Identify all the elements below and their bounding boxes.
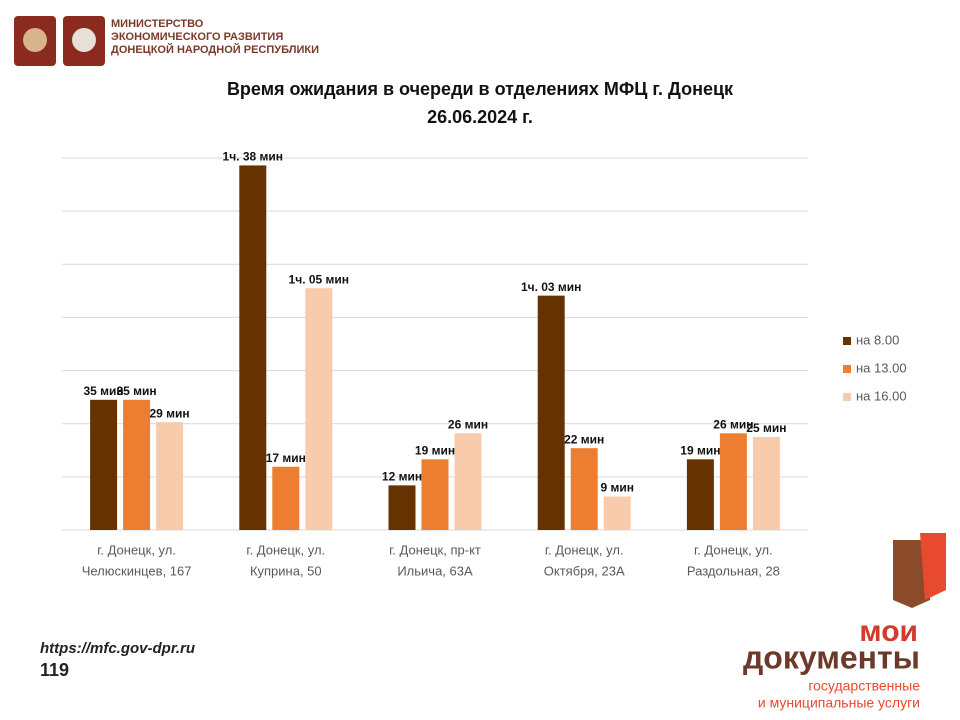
bar	[570, 448, 598, 530]
bar	[388, 485, 416, 530]
x-tick-label: Октября, 23А	[544, 563, 625, 578]
brand: мои	[859, 615, 918, 648]
emblem-detail	[72, 28, 96, 52]
bar	[421, 459, 449, 530]
bar	[156, 422, 184, 530]
value-label: 35 мин	[117, 384, 157, 398]
ministry: ДОНЕЦКОЙ НАРОДНОЙ РЕСПУБЛИКИ	[111, 43, 319, 56]
emblem-detail	[23, 28, 47, 52]
x-tick-label: Куприна, 50	[250, 563, 322, 578]
value-label: 19 мин	[680, 443, 720, 457]
bar	[90, 399, 118, 530]
x-tick-label: г. Донецк, ул.	[246, 542, 325, 557]
bar	[686, 459, 714, 530]
logo-icon	[893, 540, 930, 608]
value-label: 17 мин	[266, 451, 306, 465]
legend-swatch	[843, 365, 851, 373]
x-tick-label: г. Донецк, ул.	[694, 542, 773, 557]
legend-swatch	[843, 393, 851, 401]
bar	[537, 295, 565, 530]
bar	[752, 437, 780, 530]
x-tick-label: Раздольная, 28	[687, 563, 780, 578]
legend-swatch	[843, 337, 851, 345]
bar	[719, 433, 747, 530]
value-label: 26 мин	[713, 417, 753, 431]
bar	[123, 399, 151, 530]
value-label: 35 мин	[84, 384, 124, 398]
value-label: 25 мин	[746, 421, 786, 435]
ministry: МИНИСТЕРСТВО	[111, 18, 204, 30]
bar	[603, 496, 631, 530]
legend-label: на 16.00	[856, 388, 907, 403]
url: https://mfc.gov-dpr.ru	[40, 640, 195, 657]
value-label: 1ч. 05 мин	[289, 272, 350, 286]
bar	[272, 466, 300, 530]
brand-sub: государственные	[808, 678, 920, 694]
value-label: 1ч. 03 мин	[521, 280, 582, 294]
legend-label: на 13.00	[856, 360, 907, 375]
value-label: 12 мин	[382, 470, 422, 484]
value-label: 1ч. 38 мин	[223, 150, 284, 164]
legend-label: на 8.00	[856, 332, 899, 347]
page-number: 119	[40, 660, 69, 680]
x-tick-label: г. Донецк, пр-кт	[389, 542, 481, 557]
x-tick-label: Ильича, 63А	[397, 563, 473, 578]
value-label: 29 мин	[150, 406, 190, 420]
bar	[454, 433, 482, 530]
brand-sub: и муниципальные услуги	[758, 695, 920, 711]
brand: документы	[743, 639, 920, 675]
bar	[239, 165, 267, 530]
value-label: 9 мин	[600, 481, 634, 495]
value-label: 19 мин	[415, 443, 455, 457]
x-tick-label: г. Донецк, ул.	[545, 542, 624, 557]
chart-subtitle: 26.06.2024 г.	[427, 107, 533, 127]
logo-icon	[920, 533, 946, 600]
value-label: 22 мин	[564, 432, 604, 446]
x-tick-label: г. Донецк, ул.	[97, 542, 176, 557]
bar	[305, 288, 333, 530]
ministry: ЭКОНОМИЧЕСКОГО РАЗВИТИЯ	[111, 31, 283, 43]
x-tick-label: Челюскинцев, 167	[82, 563, 192, 578]
chart-title: Время ожидания в очереди в отделениях МФ…	[227, 79, 734, 99]
value-label: 26 мин	[448, 417, 488, 431]
